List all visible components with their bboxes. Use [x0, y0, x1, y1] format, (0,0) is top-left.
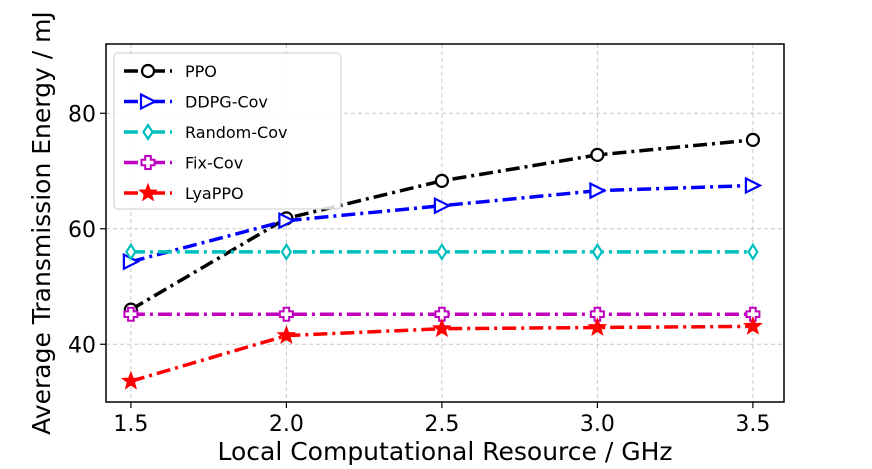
y-axis-label: Average Transmission Energy / mJ — [27, 11, 56, 435]
legend-label: PPO — [185, 62, 217, 81]
legend-marker — [140, 155, 156, 170]
legend-item-ppo: PPO — [124, 62, 217, 81]
data-point-ddpg-cov — [589, 181, 607, 200]
data-point-fix-cov — [123, 306, 139, 322]
legend-marker — [139, 92, 158, 111]
legend-marker — [140, 63, 156, 79]
data-point-lyappo — [120, 370, 141, 390]
y-tick-label: 60 — [68, 218, 96, 243]
y-tick-label: 80 — [68, 102, 96, 127]
legend-box — [113, 52, 342, 210]
data-point-ppo — [590, 147, 605, 162]
data-point-lyappo — [742, 315, 763, 335]
data-point-lyappo — [587, 317, 608, 336]
series-lines — [120, 132, 763, 390]
legend-item-ddpg-cov: DDPG-Cov — [124, 93, 268, 112]
data-point-random-cov — [125, 242, 137, 261]
data-point-ddpg-cov — [744, 176, 763, 195]
legend-label: Random-Cov — [185, 123, 287, 142]
x-tick-label: 2.5 — [424, 412, 459, 437]
data-point-random-cov — [591, 242, 604, 261]
x-tick-label: 3.0 — [580, 412, 615, 437]
data-point-fix-cov — [434, 306, 450, 322]
series-fix-cov — [123, 306, 761, 322]
data-point-random-cov — [747, 242, 759, 261]
legend-item-lyappo: LyaPPO — [124, 182, 244, 203]
legend-label: LyaPPO — [185, 184, 244, 203]
x-axis-label: Local Computational Resource / GHz — [217, 437, 672, 466]
data-point-ppo — [434, 173, 449, 188]
data-point-ppo — [745, 132, 760, 147]
data-point-fix-cov — [589, 306, 605, 322]
series-random-cov — [125, 242, 759, 261]
data-point-lyappo — [431, 318, 452, 338]
x-axis: 1.5 2.0 2.5 3.0 3.5 — [113, 402, 770, 437]
data-point-lyappo — [276, 325, 297, 345]
data-point-random-cov — [436, 242, 448, 261]
series-line-ppo — [130, 138, 754, 312]
y-axis: 40 60 80 — [68, 102, 106, 358]
legend-marker — [138, 182, 158, 202]
y-tick-label: 40 — [68, 333, 96, 358]
x-tick-label: 3.5 — [735, 412, 770, 437]
legend-label: DDPG-Cov — [185, 93, 268, 112]
legend-marker — [142, 122, 154, 142]
plot-frame — [105, 43, 785, 403]
data-point-ddpg-cov — [433, 196, 452, 215]
legend-item-fix-cov: Fix-Cov — [124, 154, 243, 173]
x-tick-label: 2.0 — [269, 412, 304, 437]
data-point-ddpg-cov — [278, 211, 296, 230]
legend-label: Fix-Cov — [185, 154, 243, 173]
data-point-random-cov — [280, 242, 293, 261]
data-point-fix-cov — [278, 306, 294, 322]
data-point-fix-cov — [745, 306, 761, 322]
legend-item-random-cov: Random-Cov — [124, 122, 287, 142]
series-lyappo — [120, 315, 763, 390]
x-tick-label: 1.5 — [113, 412, 148, 437]
series-ddpg-cov — [122, 176, 763, 271]
legend: PPO DDPG-Cov Random-Cov Fix-Cov LyaPPO — [113, 52, 342, 210]
